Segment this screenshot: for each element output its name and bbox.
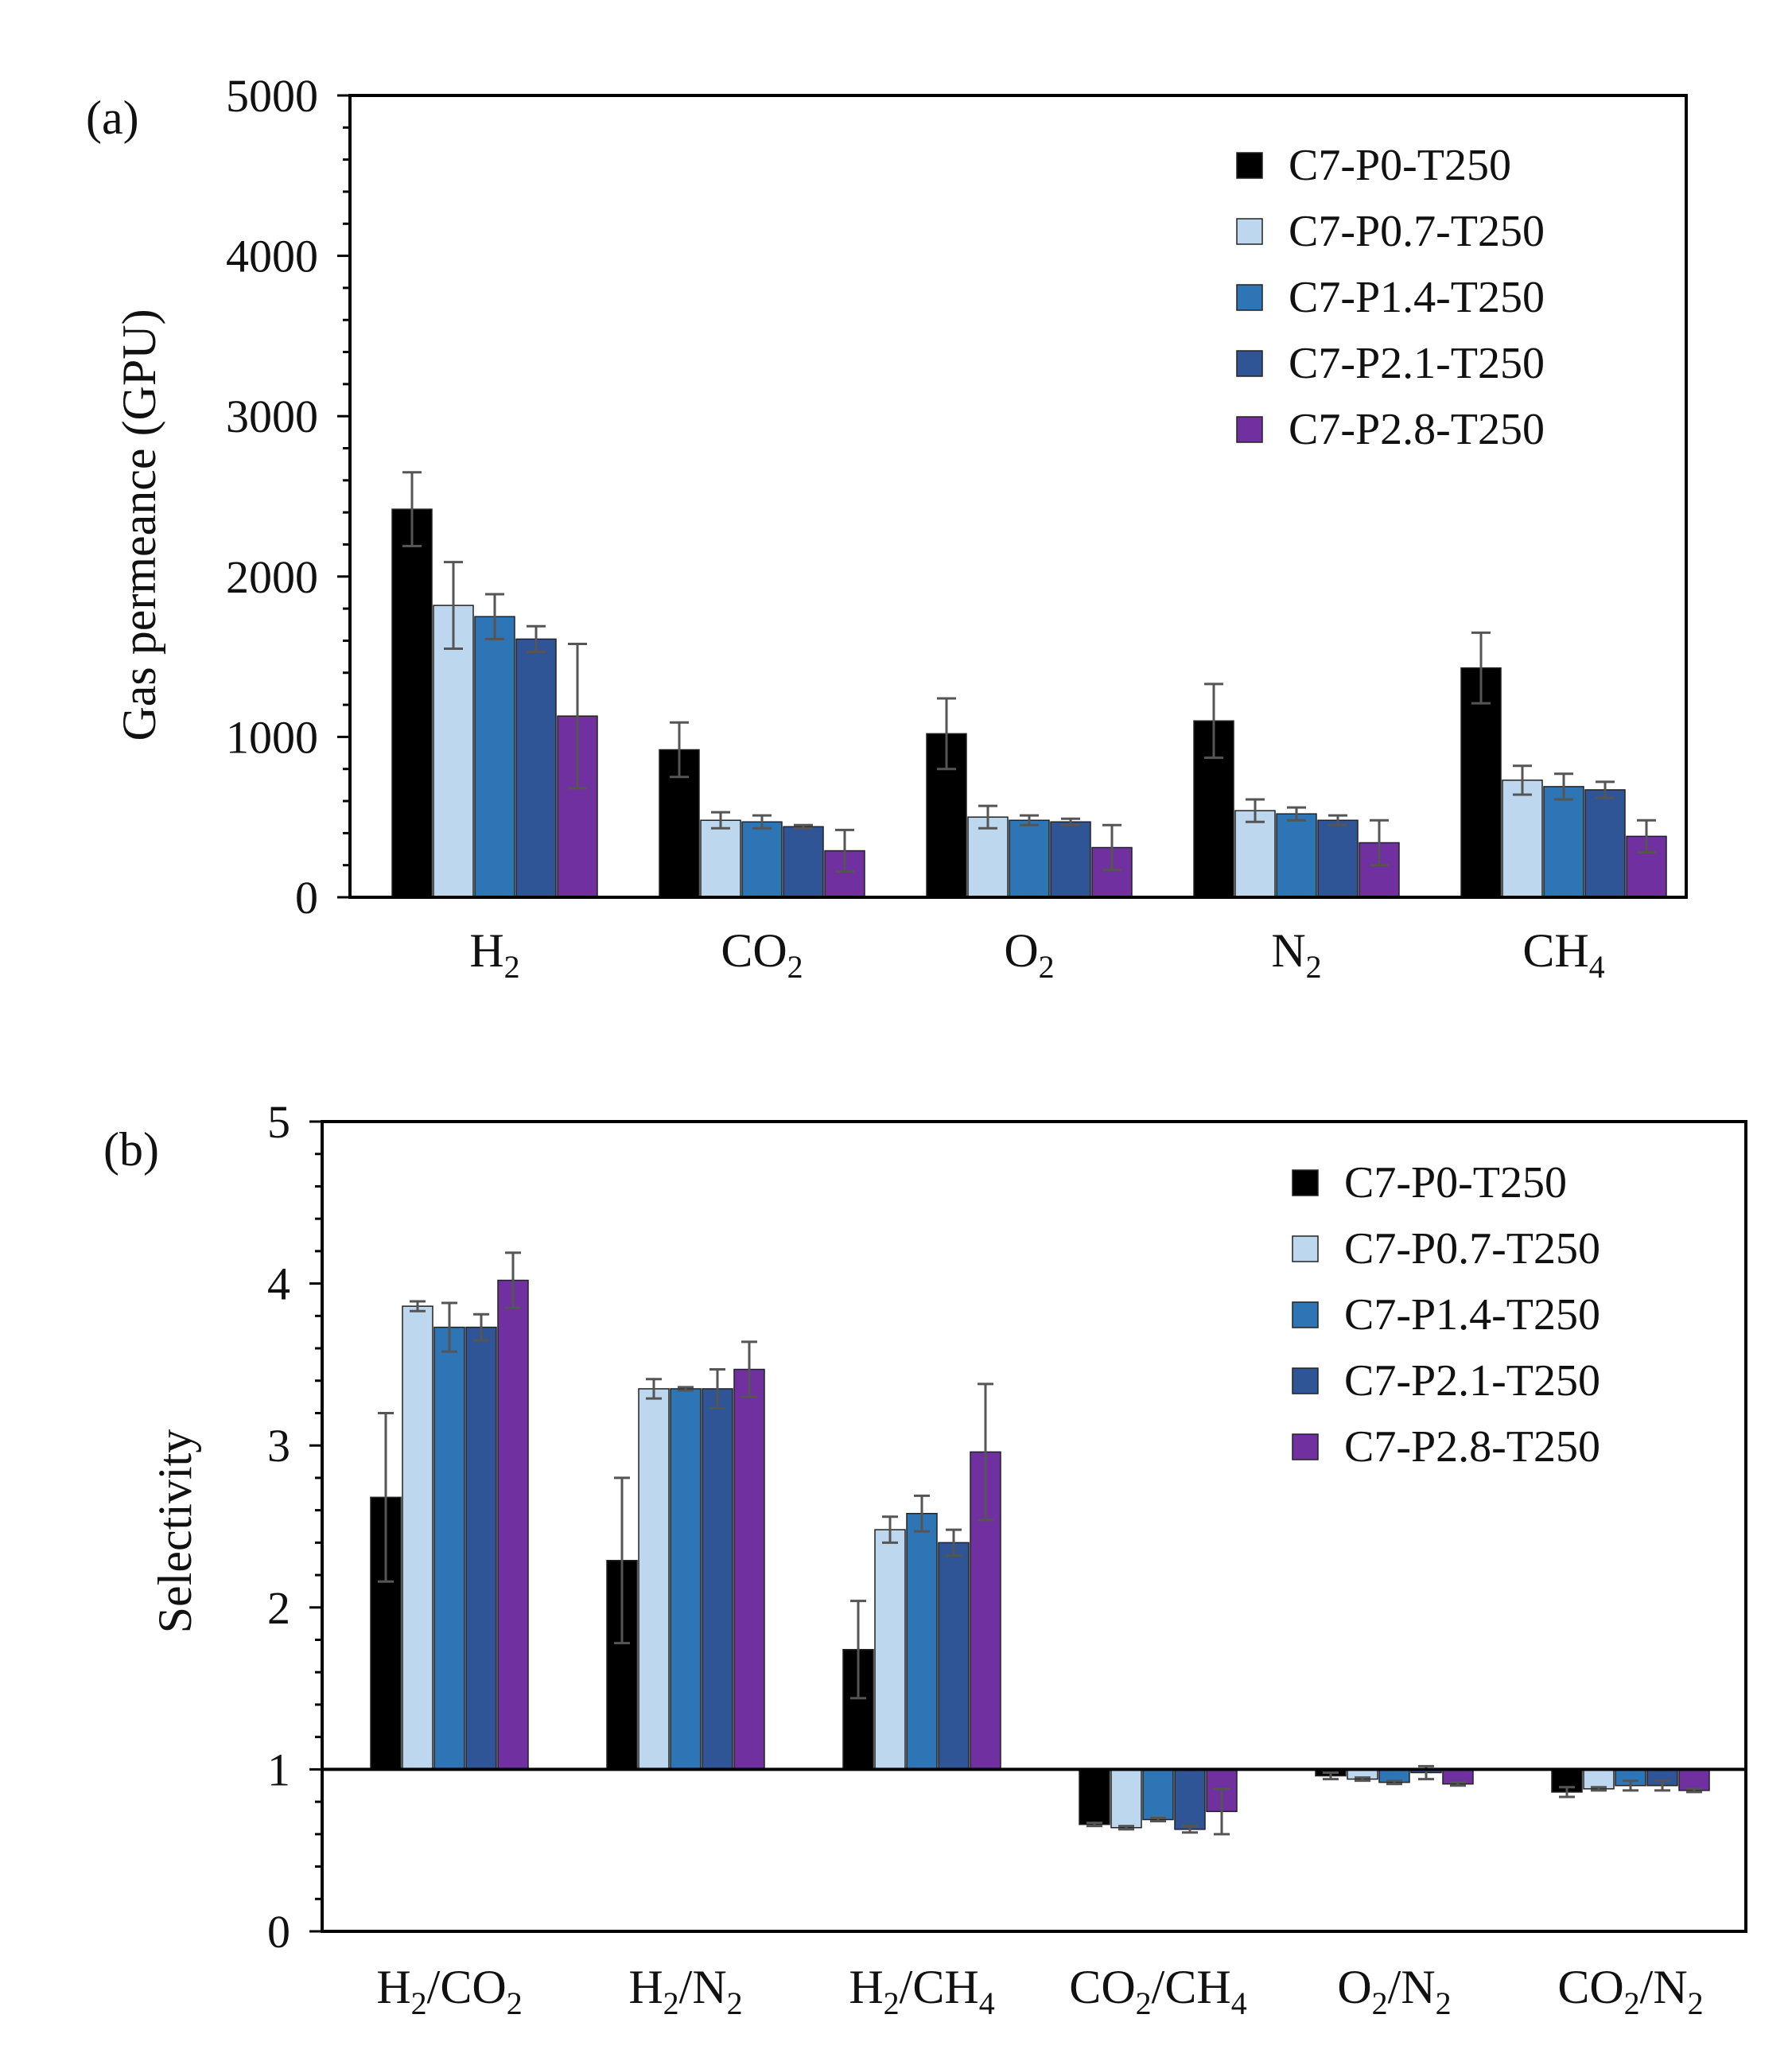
panel-a-ylabel: Gas permeance (GPU) <box>113 309 165 741</box>
bar-a-c7-p14-t250-0 <box>474 616 515 898</box>
panel-b-category-label: H2/CO2 <box>376 1961 522 2021</box>
bar-b-c7-p14-t250-3 <box>1142 1768 1174 1821</box>
panel-a-ytick-label: 5000 <box>226 70 318 122</box>
panel-a-category-label: O2 <box>1004 924 1054 985</box>
bar-a-c7-p21-t250-3 <box>1317 819 1359 898</box>
legend-swatch-a <box>1236 350 1263 377</box>
bar-a-c7-p07-t250-4 <box>1502 780 1543 898</box>
panel-a-ytick-label: 0 <box>295 872 318 924</box>
bar-a-c7-p07-t250-1 <box>700 819 741 898</box>
bar-b-c7-p07-t250-2 <box>874 1529 906 1771</box>
bar-b-c7-p07-t250-3 <box>1110 1768 1142 1829</box>
legend-swatch-a <box>1236 218 1263 245</box>
panel-a-label: (a) <box>86 91 139 144</box>
panel-b-category-label: CO2/CH4 <box>1069 1961 1246 2021</box>
bar-b-c7-p21-t250-0 <box>465 1326 497 1771</box>
panel-a-ytick-label: 1000 <box>226 711 318 763</box>
bar-a-c7-p14-t250-2 <box>1009 819 1050 898</box>
bar-b-c7-p07-t250-5 <box>1583 1768 1615 1790</box>
panel-b-ytick-label: 5 <box>267 1096 290 1148</box>
panel-a-ytick-label: 4000 <box>226 231 318 282</box>
bar-b-c7-p28-t250-5 <box>1678 1768 1710 1791</box>
panel-a-category-label: N2 <box>1271 924 1321 985</box>
panel-b-ylabel: Selectivity <box>149 1429 201 1634</box>
bar-a-c7-p21-t250-2 <box>1050 821 1091 898</box>
bar-b-c7-p07-t250-0 <box>402 1305 433 1771</box>
bar-a-c7-p21-t250-0 <box>515 638 557 898</box>
bar-b-c7-p28-t250-1 <box>733 1368 765 1771</box>
panel-b-ytick-label: 0 <box>267 1906 290 1958</box>
panel-a-ytick-label: 3000 <box>226 391 318 442</box>
bar-b-c7-p0-t250-3 <box>1079 1768 1110 1826</box>
bar-b-c7-p21-t250-1 <box>702 1388 733 1771</box>
bar-a-c7-p07-t250-3 <box>1234 810 1276 898</box>
panel-b-label: (b) <box>103 1123 159 1176</box>
bar-a-c7-p14-t250-4 <box>1543 786 1584 898</box>
panel-b-ytick-label: 2 <box>267 1582 290 1634</box>
bar-a-c7-p21-t250-1 <box>783 826 824 898</box>
legend-label-b: C7-P0-T250 <box>1344 1158 1567 1207</box>
bar-b-c7-p14-t250-1 <box>670 1388 702 1771</box>
bar-b-c7-p21-t250-2 <box>938 1542 970 1771</box>
panel-b-category-label: H2/N2 <box>628 1961 742 2021</box>
legend-label-b: C7-P0.7-T250 <box>1344 1224 1600 1274</box>
bar-a-c7-p14-t250-1 <box>741 821 783 898</box>
legend-label-b: C7-P2.1-T250 <box>1344 1356 1600 1406</box>
bar-b-c7-p21-t250-3 <box>1174 1768 1206 1830</box>
bar-b-c7-p07-t250-1 <box>638 1388 670 1771</box>
legend-label-b: C7-P2.8-T250 <box>1344 1422 1600 1472</box>
legend-swatch-b <box>1292 1301 1319 1328</box>
legend-label-a: C7-P0-T250 <box>1289 141 1511 190</box>
bar-a-c7-p0-t250-0 <box>391 508 433 898</box>
panel-b-category-label: CO2/N2 <box>1557 1961 1703 2021</box>
bar-a-c7-p07-t250-0 <box>433 605 474 898</box>
legend-swatch-b <box>1292 1235 1319 1262</box>
panel-a-category-label: CO2 <box>721 924 803 985</box>
bar-a-c7-p14-t250-3 <box>1276 813 1317 898</box>
panel-b-plot-frame <box>321 1120 1747 1933</box>
bar-b-c7-p14-t250-2 <box>906 1512 938 1771</box>
legend-swatch-b <box>1292 1169 1319 1196</box>
legend-label-a: C7-P2.1-T250 <box>1289 339 1545 388</box>
panel-a-ytick-label: 2000 <box>226 551 318 603</box>
panel-b-ytick-label: 1 <box>267 1744 290 1795</box>
legend-swatch-b <box>1292 1367 1319 1394</box>
legend-swatch-a <box>1236 416 1263 443</box>
bar-b-c7-p28-t250-0 <box>497 1279 529 1771</box>
legend-label-a: C7-P0.7-T250 <box>1289 207 1545 256</box>
panel-b-category-label: O2/N2 <box>1337 1961 1451 2021</box>
bar-b-c7-p14-t250-0 <box>433 1326 465 1771</box>
bar-a-c7-p21-t250-4 <box>1584 789 1626 898</box>
panel-a-category-label: CH4 <box>1522 924 1604 985</box>
legend-label-b: C7-P1.4-T250 <box>1344 1290 1600 1340</box>
legend-label-a: C7-P1.4-T250 <box>1289 273 1545 322</box>
panel-b-category-label: H2/CH4 <box>849 1961 994 2021</box>
bar-a-c7-p0-t250-4 <box>1460 667 1502 898</box>
legend-swatch-a <box>1236 152 1263 179</box>
legend-swatch-b <box>1292 1433 1319 1460</box>
legend-label-a: C7-P2.8-T250 <box>1289 405 1545 454</box>
panel-b-ytick-label: 3 <box>267 1420 290 1472</box>
legend-swatch-a <box>1236 284 1263 311</box>
panel-a-plot-frame <box>348 94 1688 899</box>
panel-b-ytick-label: 4 <box>267 1258 290 1310</box>
panel-a-category-label: H2 <box>469 924 519 985</box>
